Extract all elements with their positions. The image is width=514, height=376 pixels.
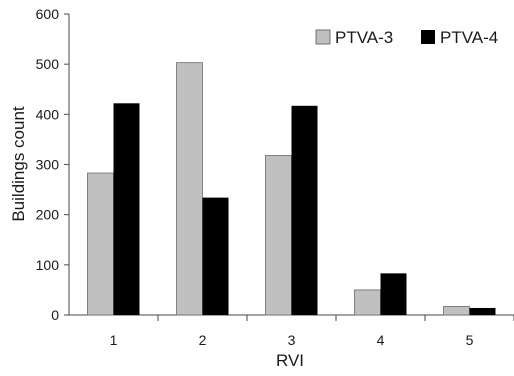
x-tick-label: 2 <box>199 332 207 348</box>
x-tick-label: 5 <box>466 332 474 348</box>
legend-label-ptva-3: PTVA-3 <box>335 28 393 47</box>
legend-swatch-ptva-4 <box>421 30 435 44</box>
legend-swatch-ptva-3 <box>315 29 331 45</box>
bar-ptva-3-rvi-4 <box>354 289 381 316</box>
bar-ptva-4-rvi-2 <box>202 197 229 315</box>
x-tick-label: 3 <box>288 332 296 348</box>
bar-ptva-4-rvi-4 <box>380 273 407 315</box>
bar-ptva-4-rvi-5 <box>469 307 496 315</box>
y-tick-label: 400 <box>36 106 60 122</box>
y-tick-label: 300 <box>36 157 60 173</box>
y-axis-title: Buildings count <box>9 106 28 222</box>
bar-ptva-4-rvi-1 <box>113 103 140 316</box>
legend: PTVA-3 PTVA-4 <box>315 28 498 47</box>
bar-ptva-3-rvi-5 <box>443 306 470 316</box>
bar-ptva-3-rvi-3 <box>265 155 292 316</box>
legend-label-ptva-4: PTVA-4 <box>440 28 498 47</box>
y-tick-label: 0 <box>51 307 59 323</box>
y-tick-label: 100 <box>36 257 60 273</box>
plot-area: 0 100 200 300 400 500 600 1 2 3 4 5 <box>36 6 514 348</box>
bar-ptva-3-rvi-1 <box>87 172 114 316</box>
y-tick-label: 600 <box>36 6 60 22</box>
bar-ptva-3-rvi-2 <box>176 62 203 316</box>
x-tick-label: 1 <box>110 332 118 348</box>
x-axis-title: RVI <box>276 351 304 370</box>
x-tick-label: 4 <box>377 332 385 348</box>
y-tick-label: 500 <box>36 56 60 72</box>
y-tick-label: 200 <box>36 207 60 223</box>
bar-ptva-4-rvi-3 <box>291 105 318 316</box>
